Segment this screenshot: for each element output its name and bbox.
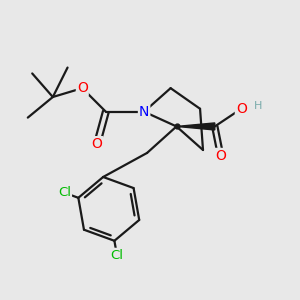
Text: O: O bbox=[92, 137, 102, 151]
Polygon shape bbox=[176, 123, 215, 130]
Text: N: N bbox=[139, 105, 149, 119]
Text: Cl: Cl bbox=[58, 186, 71, 199]
Text: Cl: Cl bbox=[110, 249, 124, 262]
Text: O: O bbox=[215, 149, 226, 163]
Text: O: O bbox=[236, 102, 247, 116]
Text: O: O bbox=[77, 81, 88, 95]
Text: H: H bbox=[254, 101, 262, 111]
